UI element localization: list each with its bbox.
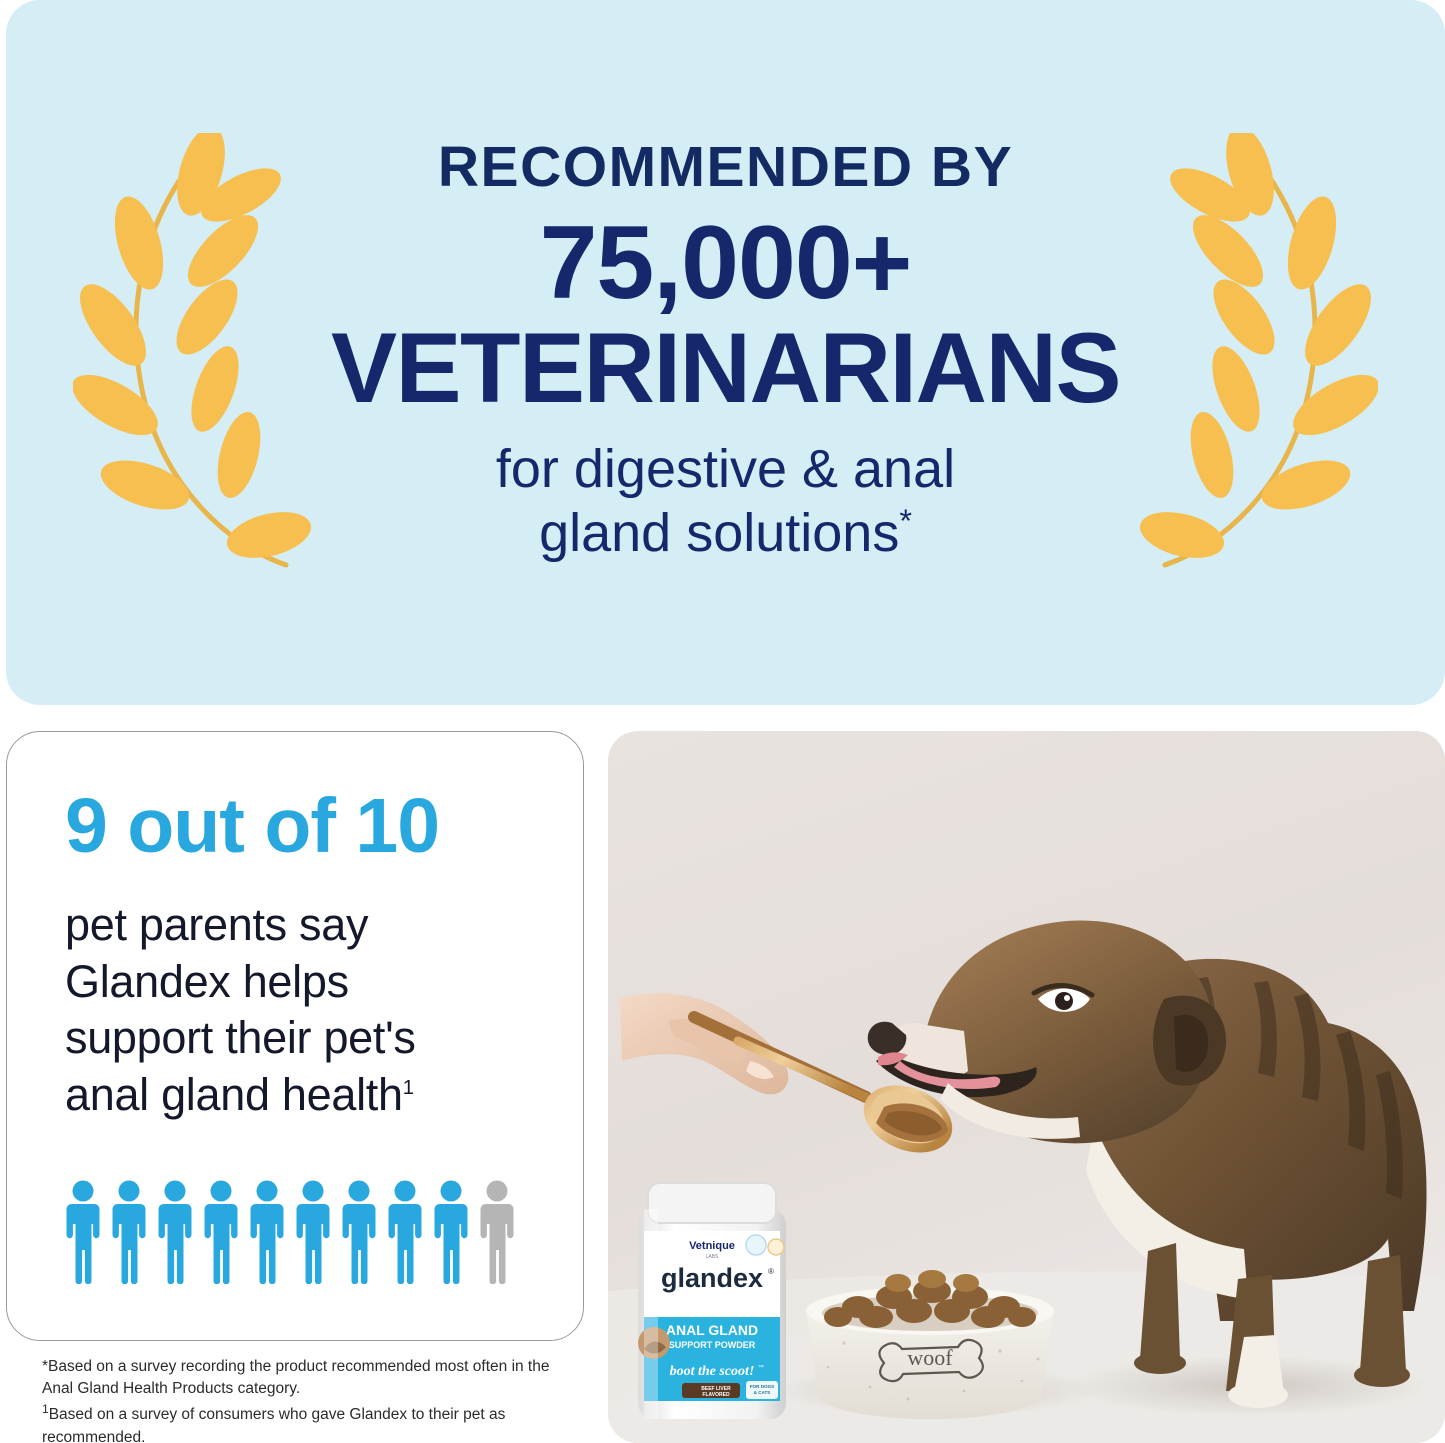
glandex-product-bottle: Vetnique LABS glandex ® ANAL GLAND SUPPO… bbox=[638, 1182, 786, 1419]
svg-text:LABS: LABS bbox=[706, 1254, 719, 1260]
svg-text:& CATS: & CATS bbox=[754, 1390, 771, 1395]
svg-text:Vetnique: Vetnique bbox=[689, 1240, 735, 1252]
stat-body-line3: support their pet's bbox=[65, 1012, 416, 1064]
stat-headline: 9 out of 10 bbox=[65, 783, 440, 869]
bone-outline-icon bbox=[878, 1338, 984, 1383]
person-icon-7 bbox=[342, 1180, 376, 1284]
person-icon-8 bbox=[388, 1180, 422, 1284]
svg-text:FLAVORED: FLAVORED bbox=[702, 1392, 730, 1398]
stat-body-line2: Glandex helps bbox=[65, 955, 349, 1007]
person-icon-4 bbox=[204, 1180, 238, 1284]
bulldog-illustration bbox=[867, 920, 1427, 1408]
person-icon-5 bbox=[250, 1180, 284, 1284]
person-icon-6 bbox=[296, 1180, 330, 1284]
svg-text:BEEF LIVER: BEEF LIVER bbox=[701, 1386, 731, 1392]
banner-heading-recommended: RECOMMENDED BY bbox=[437, 135, 1014, 200]
stat-body-line4: anal gland health bbox=[65, 1069, 403, 1121]
stat-body-line1: pet parents say bbox=[65, 899, 369, 950]
svg-text:ANAL GLAND: ANAL GLAND bbox=[666, 1322, 758, 1338]
laurel-wreath-left-icon bbox=[72, 132, 323, 573]
person-icon-2 bbox=[112, 1180, 146, 1284]
banner-subtext: for digestive & anal gland solutions* bbox=[331, 438, 1120, 565]
banner-stat-number: 75,000+ bbox=[539, 205, 913, 322]
person-icon-9 bbox=[434, 1180, 468, 1284]
stat-card: 9 out of 10 pet parents say Glandex help… bbox=[6, 731, 584, 1341]
banner-subtext-line2: gland solutions bbox=[539, 503, 900, 563]
laurel-wreath-right-icon bbox=[1128, 132, 1379, 573]
svg-text:®: ® bbox=[768, 1267, 774, 1276]
dog-food-bowl: woof bbox=[806, 1270, 1054, 1419]
footnote-one-marker: 1 bbox=[42, 1401, 49, 1416]
svg-text:™: ™ bbox=[758, 1364, 764, 1371]
svg-text:SUPPORT POWDER: SUPPORT POWDER bbox=[669, 1340, 756, 1350]
banner-subtext-line1: for digestive & anal bbox=[495, 439, 956, 500]
person-icon-3 bbox=[158, 1180, 192, 1284]
footnote-asterisk: *Based on a survey recording the product… bbox=[42, 1358, 550, 1398]
stat-body-marker: 1 bbox=[402, 1077, 414, 1100]
footnote-one: 1Based on a survey of consumers who gave… bbox=[42, 1401, 582, 1443]
banner-heading-veterinarians: VETERINARIANS bbox=[330, 312, 1122, 424]
product-lifestyle-photo: Vetnique LABS glandex ® ANAL GLAND SUPPO… bbox=[608, 731, 1445, 1443]
hand-with-spoon bbox=[620, 993, 953, 1153]
banner-text-block: RECOMMENDED BY 75,000+ VETERINARIANS for… bbox=[323, 139, 1128, 565]
bowl-woof-text: woof bbox=[907, 1345, 953, 1370]
person-icon-1 bbox=[66, 1180, 100, 1284]
svg-text:FOR DOGS: FOR DOGS bbox=[750, 1384, 775, 1389]
person-icon-10-muted bbox=[480, 1180, 514, 1284]
people-pictogram bbox=[63, 1180, 517, 1284]
svg-text:boot the scoot!: boot the scoot! bbox=[670, 1364, 755, 1379]
gold-spoon-icon bbox=[688, 1011, 953, 1153]
footnote-one-text: Based on a survey of consumers who gave … bbox=[42, 1406, 506, 1443]
svg-text:glandex: glandex bbox=[661, 1263, 763, 1293]
banner-subtext-marker: * bbox=[899, 503, 912, 539]
recommended-banner: RECOMMENDED BY 75,000+ VETERINARIANS for… bbox=[6, 0, 1445, 705]
stat-body-text: pet parents say Glandex helps support th… bbox=[65, 897, 541, 1124]
kibble-pile bbox=[824, 1270, 1036, 1328]
footnotes-block: *Based on a survey recording the product… bbox=[42, 1356, 582, 1443]
